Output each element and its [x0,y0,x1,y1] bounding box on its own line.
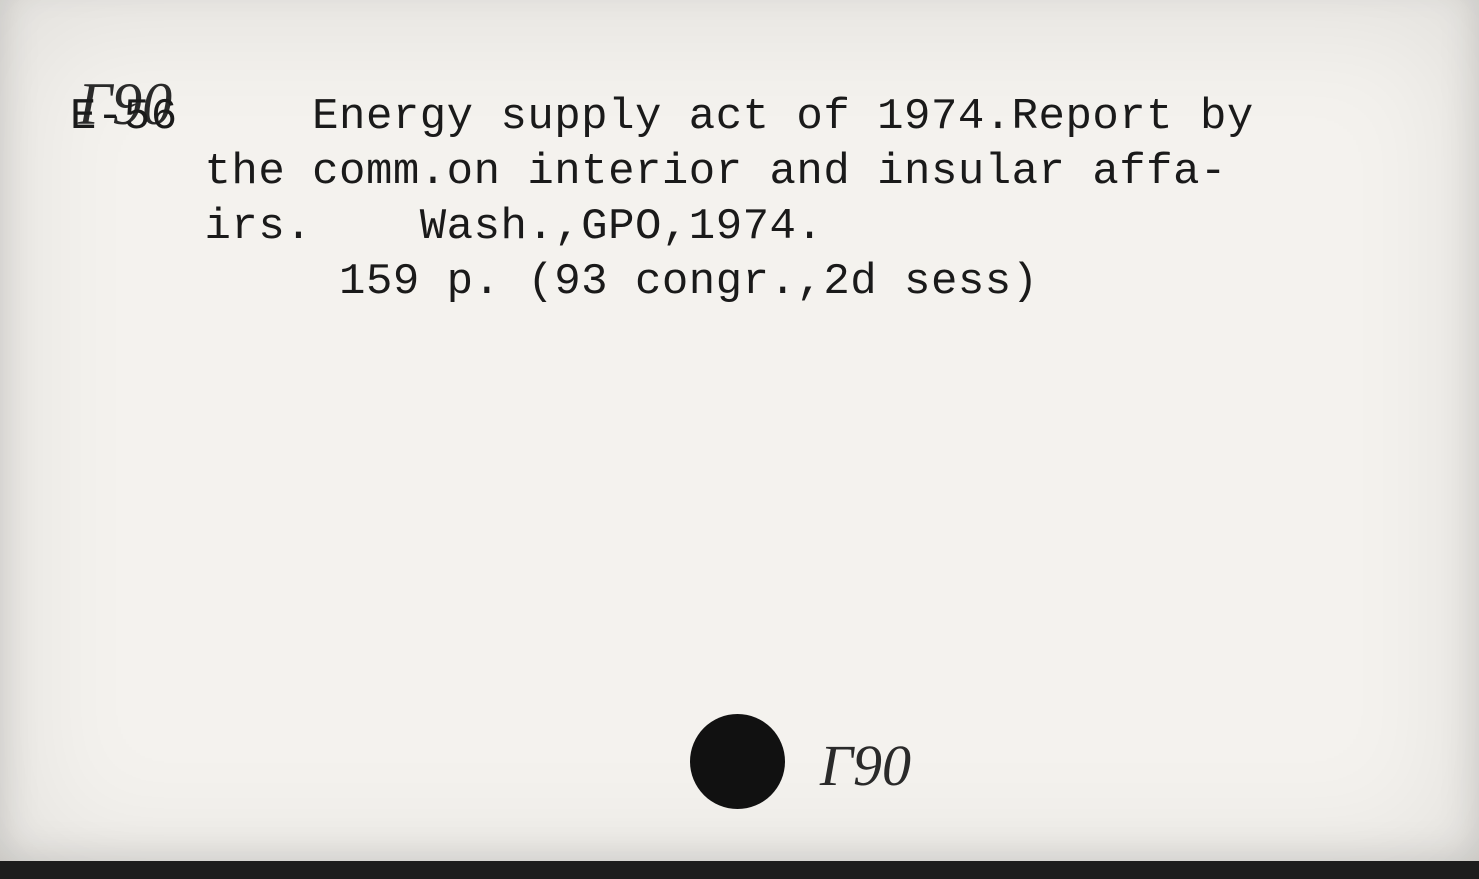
text-line-1: E-56 Energy supply act of 1974.Report by [70,90,1409,145]
scan-bottom-edge [0,861,1479,879]
card-text: E-56 Energy supply act of 1974.Report by… [70,90,1409,310]
catalog-card: Г90 E-56 Energy supply act of 1974.Repor… [0,0,1479,879]
punch-hole-icon [690,714,785,809]
text-line-2: the comm.on interior and insular affa- [70,145,1409,200]
handwritten-call-number-bottom: Г90 [820,732,911,799]
text-line-4: 159 p. (93 congr.,2d sess) [70,255,1409,310]
text-line-3: irs. Wash.,GPO,1974. [70,200,1409,255]
